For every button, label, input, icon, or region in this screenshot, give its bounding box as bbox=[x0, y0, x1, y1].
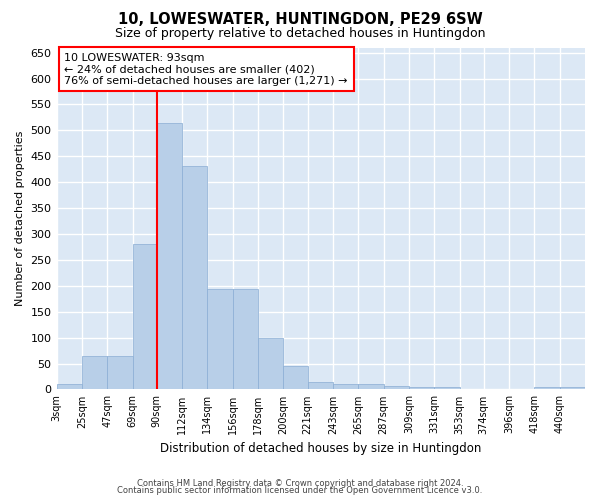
Y-axis label: Number of detached properties: Number of detached properties bbox=[15, 131, 25, 306]
Text: 10, LOWESWATER, HUNTINGDON, PE29 6SW: 10, LOWESWATER, HUNTINGDON, PE29 6SW bbox=[118, 12, 482, 28]
Text: Size of property relative to detached houses in Huntingdon: Size of property relative to detached ho… bbox=[115, 28, 485, 40]
Text: Contains public sector information licensed under the Open Government Licence v3: Contains public sector information licen… bbox=[118, 486, 482, 495]
Bar bbox=[258, 338, 283, 390]
Bar bbox=[409, 387, 434, 390]
Bar bbox=[82, 356, 107, 390]
Bar bbox=[434, 387, 460, 390]
Bar bbox=[182, 166, 208, 390]
Bar bbox=[233, 290, 258, 390]
Text: 10 LOWESWATER: 93sqm
← 24% of detached houses are smaller (402)
76% of semi-deta: 10 LOWESWATER: 93sqm ← 24% of detached h… bbox=[64, 52, 348, 86]
Bar bbox=[535, 387, 560, 390]
Text: Contains HM Land Registry data © Crown copyright and database right 2024.: Contains HM Land Registry data © Crown c… bbox=[137, 478, 463, 488]
Bar bbox=[56, 384, 82, 390]
Bar bbox=[333, 384, 358, 390]
X-axis label: Distribution of detached houses by size in Huntingdon: Distribution of detached houses by size … bbox=[160, 442, 481, 455]
Bar bbox=[308, 382, 333, 390]
Bar bbox=[383, 386, 409, 390]
Bar bbox=[283, 366, 308, 390]
Bar bbox=[208, 290, 233, 390]
Bar bbox=[358, 384, 383, 390]
Bar bbox=[107, 356, 133, 390]
Bar bbox=[560, 387, 585, 390]
Bar bbox=[133, 244, 157, 390]
Bar bbox=[157, 122, 182, 390]
